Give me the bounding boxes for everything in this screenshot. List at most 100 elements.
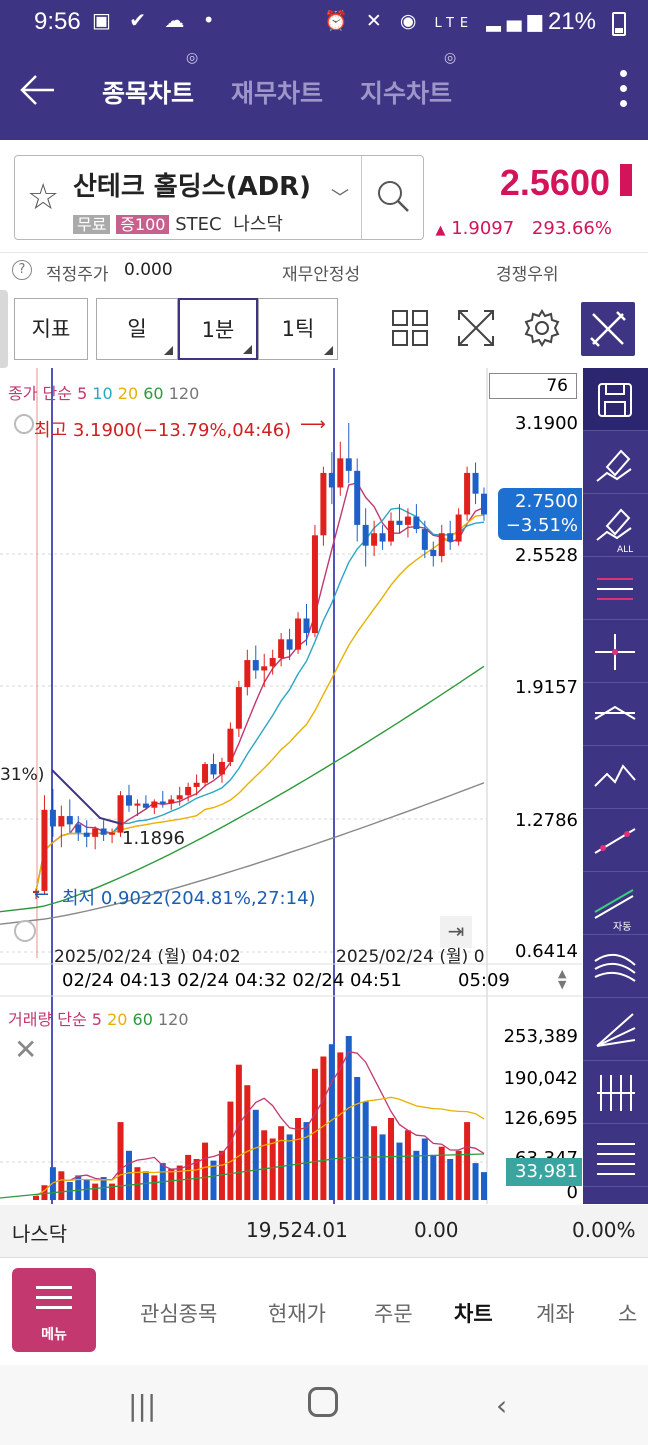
crosshair-line-icon[interactable] xyxy=(583,620,648,683)
peak-line-icon[interactable] xyxy=(583,683,648,746)
vertical-lines-icon[interactable] xyxy=(583,1061,648,1124)
trend-line-icon[interactable] xyxy=(583,809,648,872)
stock-selector[interactable]: ☆ 산테크 홀딩스(ADR) ﹀ 무료 증100 STEC 나스닥 xyxy=(14,155,424,240)
ma-line-120 xyxy=(0,782,485,925)
grid-layout-icon[interactable] xyxy=(390,308,430,348)
side-handle[interactable] xyxy=(0,290,8,368)
nav-current-price[interactable]: 현재가 xyxy=(268,1302,326,1326)
candle-body xyxy=(41,809,48,891)
left-cut-label: 31%) xyxy=(0,765,45,785)
zigzag-line-icon[interactable] xyxy=(583,746,648,809)
arc-lines-icon[interactable] xyxy=(583,935,648,998)
indicator-button[interactable]: 지표 xyxy=(14,298,88,360)
chart-toolbar: 지표 일 1분 1틱 xyxy=(0,290,648,368)
visible-count-box[interactable]: 76 xyxy=(489,373,577,399)
recent-apps-icon[interactable]: ||| xyxy=(128,1389,157,1422)
help-icon[interactable]: ? xyxy=(12,260,32,280)
back-arrow-icon[interactable] xyxy=(18,72,56,108)
save-icon[interactable] xyxy=(583,368,648,431)
nav-account[interactable]: 계좌 xyxy=(536,1302,575,1326)
candle-body xyxy=(464,472,471,515)
volume-bar xyxy=(151,1175,158,1200)
candle-body xyxy=(227,728,234,762)
volume-bar xyxy=(464,1122,471,1200)
nav-more[interactable]: 소 xyxy=(618,1302,638,1326)
nav-order[interactable]: 주문 xyxy=(374,1302,413,1326)
price-change: ▲ 1.9097 293.66% xyxy=(435,218,612,239)
favorite-star-icon[interactable]: ☆ xyxy=(27,177,60,218)
candle-body xyxy=(328,472,335,488)
candle-body xyxy=(379,533,386,542)
y-tick: 0.6414 xyxy=(515,941,578,962)
price-chart-area[interactable]: 종가 단순 5 10 20 60 120 76 최고 3.1900(−13.79… xyxy=(0,368,582,1204)
tab-badge-icon: ◎ xyxy=(444,50,457,66)
financial-stability-link[interactable]: 재무안정성 xyxy=(282,265,361,285)
candle-body xyxy=(447,533,454,542)
volume-bar xyxy=(328,1044,335,1200)
period-day-button[interactable]: 일 xyxy=(96,298,178,360)
ma-legend: 종가 단순 5 10 20 60 120 xyxy=(8,384,200,403)
volume-bar xyxy=(252,1109,259,1200)
candle-body xyxy=(142,803,149,808)
eraser-all-icon[interactable]: ALL xyxy=(583,494,648,557)
candle-body xyxy=(100,828,107,835)
current-price: 2.5600 xyxy=(499,162,610,203)
volume-bar xyxy=(117,1122,124,1200)
nav-chart[interactable]: 차트 xyxy=(454,1302,493,1326)
y-tick: 1.9157 xyxy=(515,677,578,698)
volume-bar xyxy=(193,1159,200,1200)
volume-bar xyxy=(269,1138,276,1200)
scroll-to-end-icon[interactable]: ⇥ xyxy=(440,916,472,948)
zoom-in-icon[interactable] xyxy=(14,414,34,434)
candle-body xyxy=(320,472,327,536)
competitive-advantage-link[interactable]: 경쟁우위 xyxy=(496,265,559,285)
fan-lines-icon[interactable] xyxy=(583,998,648,1061)
volume-bar xyxy=(371,1126,378,1200)
index-name: 나스닥 xyxy=(12,1222,68,1246)
scroll-arrows-icon[interactable]: ▲ ▼ xyxy=(558,967,567,991)
fullscreen-icon[interactable] xyxy=(456,308,496,348)
close-volume-icon[interactable]: ✕ xyxy=(14,1033,38,1066)
candle-body xyxy=(481,493,487,515)
hcl-lines-icon[interactable] xyxy=(583,557,648,620)
change-percent: 293.66% xyxy=(531,218,612,239)
period-1min-button[interactable]: 1분 xyxy=(178,298,258,360)
hamburger-icon xyxy=(36,1286,72,1316)
price-up-bar xyxy=(620,164,632,196)
svg-text:자동: 자동 xyxy=(613,921,631,933)
volume-bar xyxy=(379,1134,386,1200)
menu-button[interactable]: 메뉴 xyxy=(12,1268,96,1352)
candlestick-chart[interactable] xyxy=(0,368,582,1204)
drawing-tools-button[interactable] xyxy=(581,302,635,356)
app-header: 9:56 ▣ ✔ ☁ • ⏰ ✕ ◉ LTE ▂▄▆ 21% ◎ ◎ 종목차트 … xyxy=(0,0,648,140)
volume-bar xyxy=(295,1118,302,1200)
eraser-icon[interactable] xyxy=(583,431,648,494)
volume-bar xyxy=(235,1064,242,1200)
chevron-down-icon[interactable]: ﹀ xyxy=(331,188,349,209)
fair-price-label: 적정주가 xyxy=(46,265,109,285)
nav-watchlist[interactable]: 관심종목 xyxy=(140,1302,218,1326)
candle-body xyxy=(151,801,158,808)
tab-index-chart[interactable]: 지수차트 xyxy=(360,79,453,108)
candle-body xyxy=(244,660,251,688)
auto-trend-icon[interactable]: 자동 xyxy=(583,872,648,935)
volume-bar xyxy=(354,1077,361,1200)
candles xyxy=(33,423,487,900)
volume-bar xyxy=(447,1159,454,1200)
badge-free: 무료 xyxy=(73,215,111,234)
tab-financial-chart[interactable]: 재무차트 xyxy=(231,79,324,108)
settings-gear-icon[interactable] xyxy=(522,308,562,348)
tab-stock-chart[interactable]: 종목차트 xyxy=(102,79,195,108)
back-nav-icon[interactable]: ‹ xyxy=(496,1389,508,1422)
home-icon[interactable] xyxy=(308,1387,338,1417)
date-right: 2025/02/24 (월) 0 xyxy=(336,947,485,967)
search-icon[interactable] xyxy=(375,178,409,212)
more-menu-icon[interactable] xyxy=(620,70,630,112)
index-ticker-row[interactable]: 나스닥 19,524.01 0.00 0.00% xyxy=(0,1205,648,1257)
candle-body xyxy=(92,828,99,837)
period-1tick-button[interactable]: 1틱 xyxy=(258,298,338,360)
candle-body xyxy=(421,529,428,550)
horizontal-lines-icon[interactable] xyxy=(583,1124,648,1187)
zoom-out-icon[interactable] xyxy=(14,920,36,942)
status-bar: 9:56 ▣ ✔ ☁ • ⏰ ✕ ◉ LTE ▂▄▆ 21% xyxy=(0,0,648,44)
